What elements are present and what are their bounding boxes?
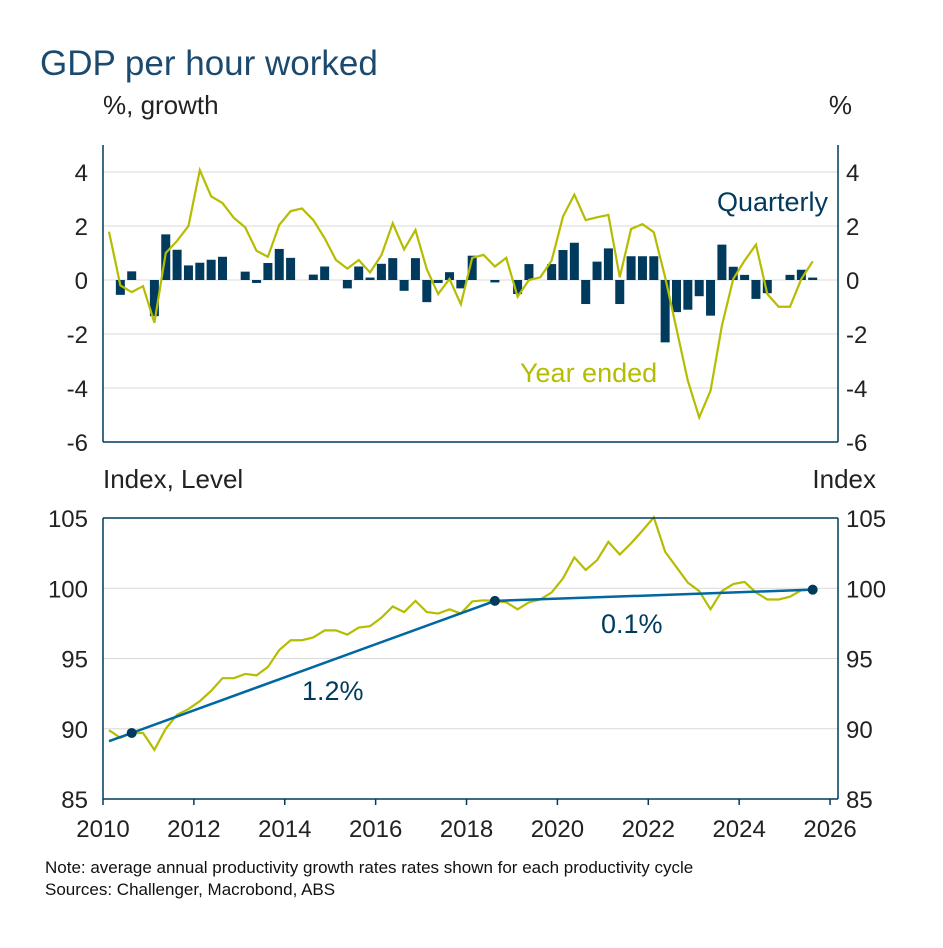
quarterly-bar: [411, 258, 420, 280]
y-tick-label-left: 95: [61, 647, 88, 674]
y-tick-label-right: 90: [846, 717, 873, 744]
quarterly-bar: [786, 275, 795, 280]
legend-quarterly: Quarterly: [717, 187, 829, 217]
quarterly-bar: [218, 257, 227, 280]
y-tick-label-left: -2: [67, 322, 88, 349]
quarterly-bar: [615, 280, 624, 304]
y-tick-label-left: -4: [67, 376, 88, 403]
bottom-left-unit: Index, Level: [103, 464, 243, 494]
quarterly-bar: [184, 265, 193, 280]
x-tick-label: 2014: [258, 816, 311, 843]
quarterly-bar: [309, 275, 318, 280]
quarterly-bar: [604, 248, 613, 280]
quarterly-bar: [434, 280, 443, 283]
x-tick-label: 2012: [167, 816, 220, 843]
x-tick-label: 2020: [531, 816, 584, 843]
quarterly-bar: [377, 264, 386, 280]
quarterly-bar: [706, 280, 715, 316]
quarterly-bar: [570, 243, 579, 280]
quarterly-bar: [173, 250, 182, 280]
quarterly-bar: [366, 278, 375, 280]
y-tick-label-right: 2: [846, 214, 859, 241]
quarterly-bar: [207, 260, 216, 280]
y-tick-label-right: 4: [846, 160, 859, 187]
quarterly-bar: [490, 280, 499, 282]
chart-title: GDP per hour worked: [40, 44, 378, 83]
quarterly-bar: [672, 280, 681, 312]
x-tick-label: 2024: [712, 816, 765, 843]
quarterly-bar: [127, 271, 136, 280]
quarterly-bar: [263, 263, 272, 280]
quarterly-bar: [286, 258, 295, 280]
cycle-trend-line: [109, 601, 495, 741]
cycle-label-2: 0.1%: [601, 609, 663, 639]
cycle-peak-dot: [808, 585, 818, 595]
y-tick-label-right: 95: [846, 647, 873, 674]
quarterly-bar: [638, 256, 647, 280]
quarterly-bar: [559, 250, 568, 280]
quarterly-bar: [593, 262, 602, 280]
y-tick-label-left: 105: [48, 506, 88, 533]
legend-year-ended: Year ended: [520, 358, 657, 388]
quarterly-bar: [388, 258, 397, 280]
x-tick-label: 2010: [76, 816, 129, 843]
y-tick-label-left: 90: [61, 717, 88, 744]
cycle-peak-dot: [490, 596, 500, 606]
y-tick-label-left: 0: [75, 268, 88, 295]
quarterly-bar: [320, 267, 329, 281]
y-tick-label-right: -4: [846, 376, 867, 403]
y-tick-label-right: 100: [846, 576, 886, 603]
quarterly-bar: [581, 280, 590, 304]
x-tick-label: 2026: [803, 816, 856, 843]
quarterly-bar: [695, 280, 704, 296]
y-tick-label-right: 85: [846, 787, 873, 814]
quarterly-bar: [649, 256, 658, 280]
bottom-panel: Index, Level Index 105 105 100 100 95 95 90 90 8…: [48, 464, 886, 843]
y-tick-label-left: 4: [75, 160, 88, 187]
quarterly-bar: [524, 264, 533, 280]
quarterly-bar: [717, 245, 726, 280]
y-tick-label-left: 85: [61, 787, 88, 814]
y-tick-label-left: -6: [67, 430, 88, 457]
cycle-label-1: 1.2%: [302, 676, 364, 706]
x-tick-label: 2018: [440, 816, 493, 843]
quarterly-bar: [683, 280, 692, 310]
quarterly-bar: [252, 280, 261, 283]
level-line: [109, 517, 813, 750]
quarterly-bar: [195, 263, 204, 280]
chart-note: Note: average annual productivity growth…: [45, 858, 693, 877]
quarterly-bar: [422, 280, 431, 302]
x-tick-label: 2016: [349, 816, 402, 843]
quarterly-bar: [751, 280, 760, 299]
top-right-unit: %: [829, 90, 852, 120]
y-tick-label-right: -2: [846, 322, 867, 349]
x-tick-label: 2022: [622, 816, 675, 843]
y-tick-label-right: 0: [846, 268, 859, 295]
bottom-right-unit: Index: [812, 464, 876, 494]
y-tick-label-left: 100: [48, 576, 88, 603]
quarterly-bar: [354, 267, 363, 281]
quarterly-bar: [275, 249, 284, 280]
y-tick-label-left: 2: [75, 214, 88, 241]
quarterly-bar: [808, 278, 817, 280]
chart-sources: Sources: Challenger, Macrobond, ABS: [45, 880, 335, 899]
quarterly-bar: [740, 275, 749, 280]
y-tick-label-right: -6: [846, 430, 867, 457]
top-panel: %, growth % 4 4 2 2 0 0 -2 -2 -4 -4 -6 -6 Quarterly…: [67, 90, 868, 457]
quarterly-bar: [627, 256, 636, 280]
quarterly-bar: [400, 280, 409, 291]
cycle-peak-dot: [127, 728, 137, 738]
quarterly-bar: [241, 272, 250, 280]
quarterly-bar: [343, 280, 352, 288]
top-left-unit: %, growth: [103, 90, 219, 120]
y-tick-label-right: 105: [846, 506, 886, 533]
